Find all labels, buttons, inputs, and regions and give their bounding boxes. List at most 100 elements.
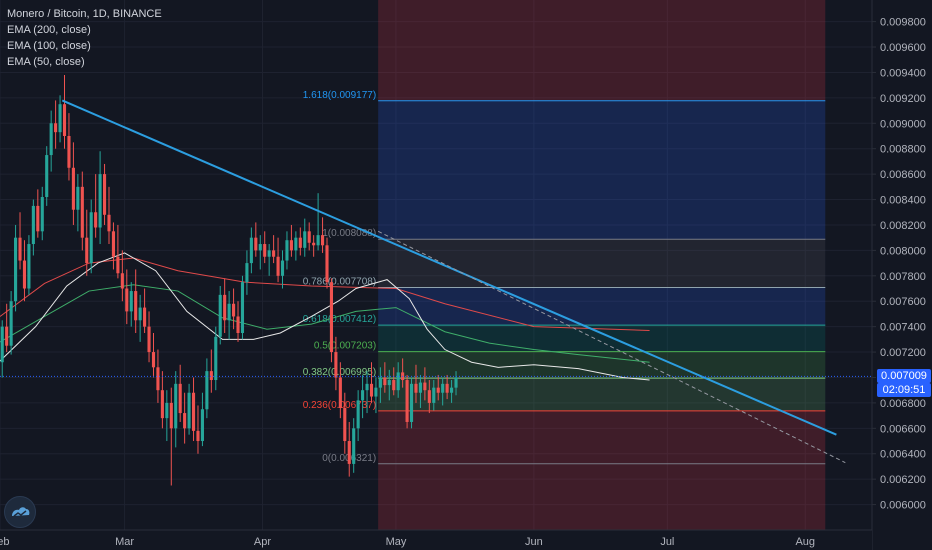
candle-body [289,240,293,251]
price-tick-label: 0.006200 [880,474,926,486]
candle-body [236,316,240,333]
candle-body [18,237,22,261]
fib-level-label: 1.618(0.009177) [303,90,376,101]
ema100-legend[interactable]: EMA (100, close) [7,40,91,52]
dashed-trendline [377,230,846,464]
candle-body [272,250,276,257]
candle-body [392,380,396,391]
price-axis[interactable]: 0.009800 0.009600 0.009400 0.009200 0.009000… [871,0,932,550]
candle-body [374,387,378,397]
candle-body [365,383,369,391]
candle-body [240,282,245,333]
price-axis-bg [872,0,932,550]
candle-body [303,231,307,248]
price-tick-label: 0.007600 [880,296,926,308]
candle-body [191,392,196,431]
candle-body [156,367,160,391]
ema50-legend[interactable]: EMA (50, close) [7,56,85,68]
time-tick-label: Aug [795,536,815,548]
candle-body [352,428,356,464]
price-tick-label: 0.007800 [880,271,926,283]
candle-body [178,383,182,414]
candle-body [254,237,258,251]
candle-body [116,256,120,274]
descending-trendline [61,99,837,436]
price-tick-label: 0.008400 [880,195,926,207]
candle-body [383,377,387,386]
time-axis-bg [0,530,872,550]
candle-body [58,104,62,133]
candle-body [62,104,67,136]
price-tick-label: 0.009800 [880,17,926,29]
chart-legend: Monero / Bitcoin, 1D, BINANCE EMA (200, … [7,6,162,70]
candle-body [356,400,360,429]
fibonacci-retracement[interactable]: 1.618(0.009177) 1(0.008088) 0.786(0.007708… [303,0,826,530]
price-tick-label: 0.006800 [880,398,926,410]
trendlines[interactable] [0,99,872,464]
price-tick-label: 0.007200 [880,347,926,359]
candle-body [320,235,325,246]
fib-zone [378,287,826,326]
price-tick-label: 0.006600 [880,423,926,435]
candle-body [5,326,9,346]
candle-body [316,235,320,246]
candle-body [414,383,418,393]
ema200-legend[interactable]: EMA (200, close) [7,24,91,36]
candle-body [143,307,147,327]
fib-level-label: 0.786(0.007708) [303,276,376,287]
candle-body [285,240,289,261]
candle-body [227,303,231,321]
time-tick-label: Apr [254,536,271,548]
candlestick-series [0,74,458,486]
candle-body [387,380,391,386]
fib-level-label: 0.5(0.007203) [314,341,376,352]
price-tick-label: 0.006400 [880,449,926,461]
time-tick-label: May [386,536,407,548]
candle-body [165,402,169,419]
candle-body [54,123,58,133]
fib-zone [378,239,826,288]
candle-body [445,383,449,393]
time-tick-label: Mar [115,536,134,548]
price-tick-label: 0.008600 [880,169,926,181]
price-tick-label: 0.008000 [880,245,926,257]
time-tick-label: Jun [525,536,543,548]
candle-body [45,155,49,198]
candle-body [249,237,253,264]
price-tick-label: 0.009000 [880,118,926,130]
time-axis[interactable]: Feb Mar Apr May Jun Jul Aug [0,529,872,550]
time-tick-label: Jul [660,536,674,548]
candle-body [174,383,178,429]
candle-body [378,377,382,388]
candle-body [298,237,302,248]
candle-body [209,371,213,381]
candle-body [223,294,227,321]
candle-body [111,231,116,257]
symbol-title[interactable]: Monero / Bitcoin, 1D, BINANCE [7,8,162,20]
fib-level-label: 0.382(0.006995) [303,367,376,378]
candle-body [187,392,191,429]
price-tick-label: 0.009600 [880,42,926,54]
fib-extension-zone [378,0,826,101]
bar-countdown-badge: 02:09:51 [877,383,931,398]
candle-body [98,174,102,228]
candle-body [396,372,400,391]
tradingview-logo-icon[interactable] [4,496,36,528]
price-tick-label: 0.009400 [880,67,926,79]
price-tick-label: 0.008800 [880,144,926,156]
candle-body [347,441,351,464]
candle-body [138,307,142,321]
candle-body [245,263,249,283]
candle-body [405,380,409,422]
fib-zone [378,351,826,379]
candle-body [276,256,280,276]
candle-body [36,205,40,232]
fib-level-label: 0.618(0.007412) [303,314,376,325]
price-tick-label: 0.006000 [880,500,926,512]
candle-body [258,244,262,251]
price-tick-label: 0.008200 [880,220,926,232]
candle-body [205,371,209,410]
candle-body [85,237,89,264]
candle-body [200,409,204,442]
candle-body [129,291,133,312]
